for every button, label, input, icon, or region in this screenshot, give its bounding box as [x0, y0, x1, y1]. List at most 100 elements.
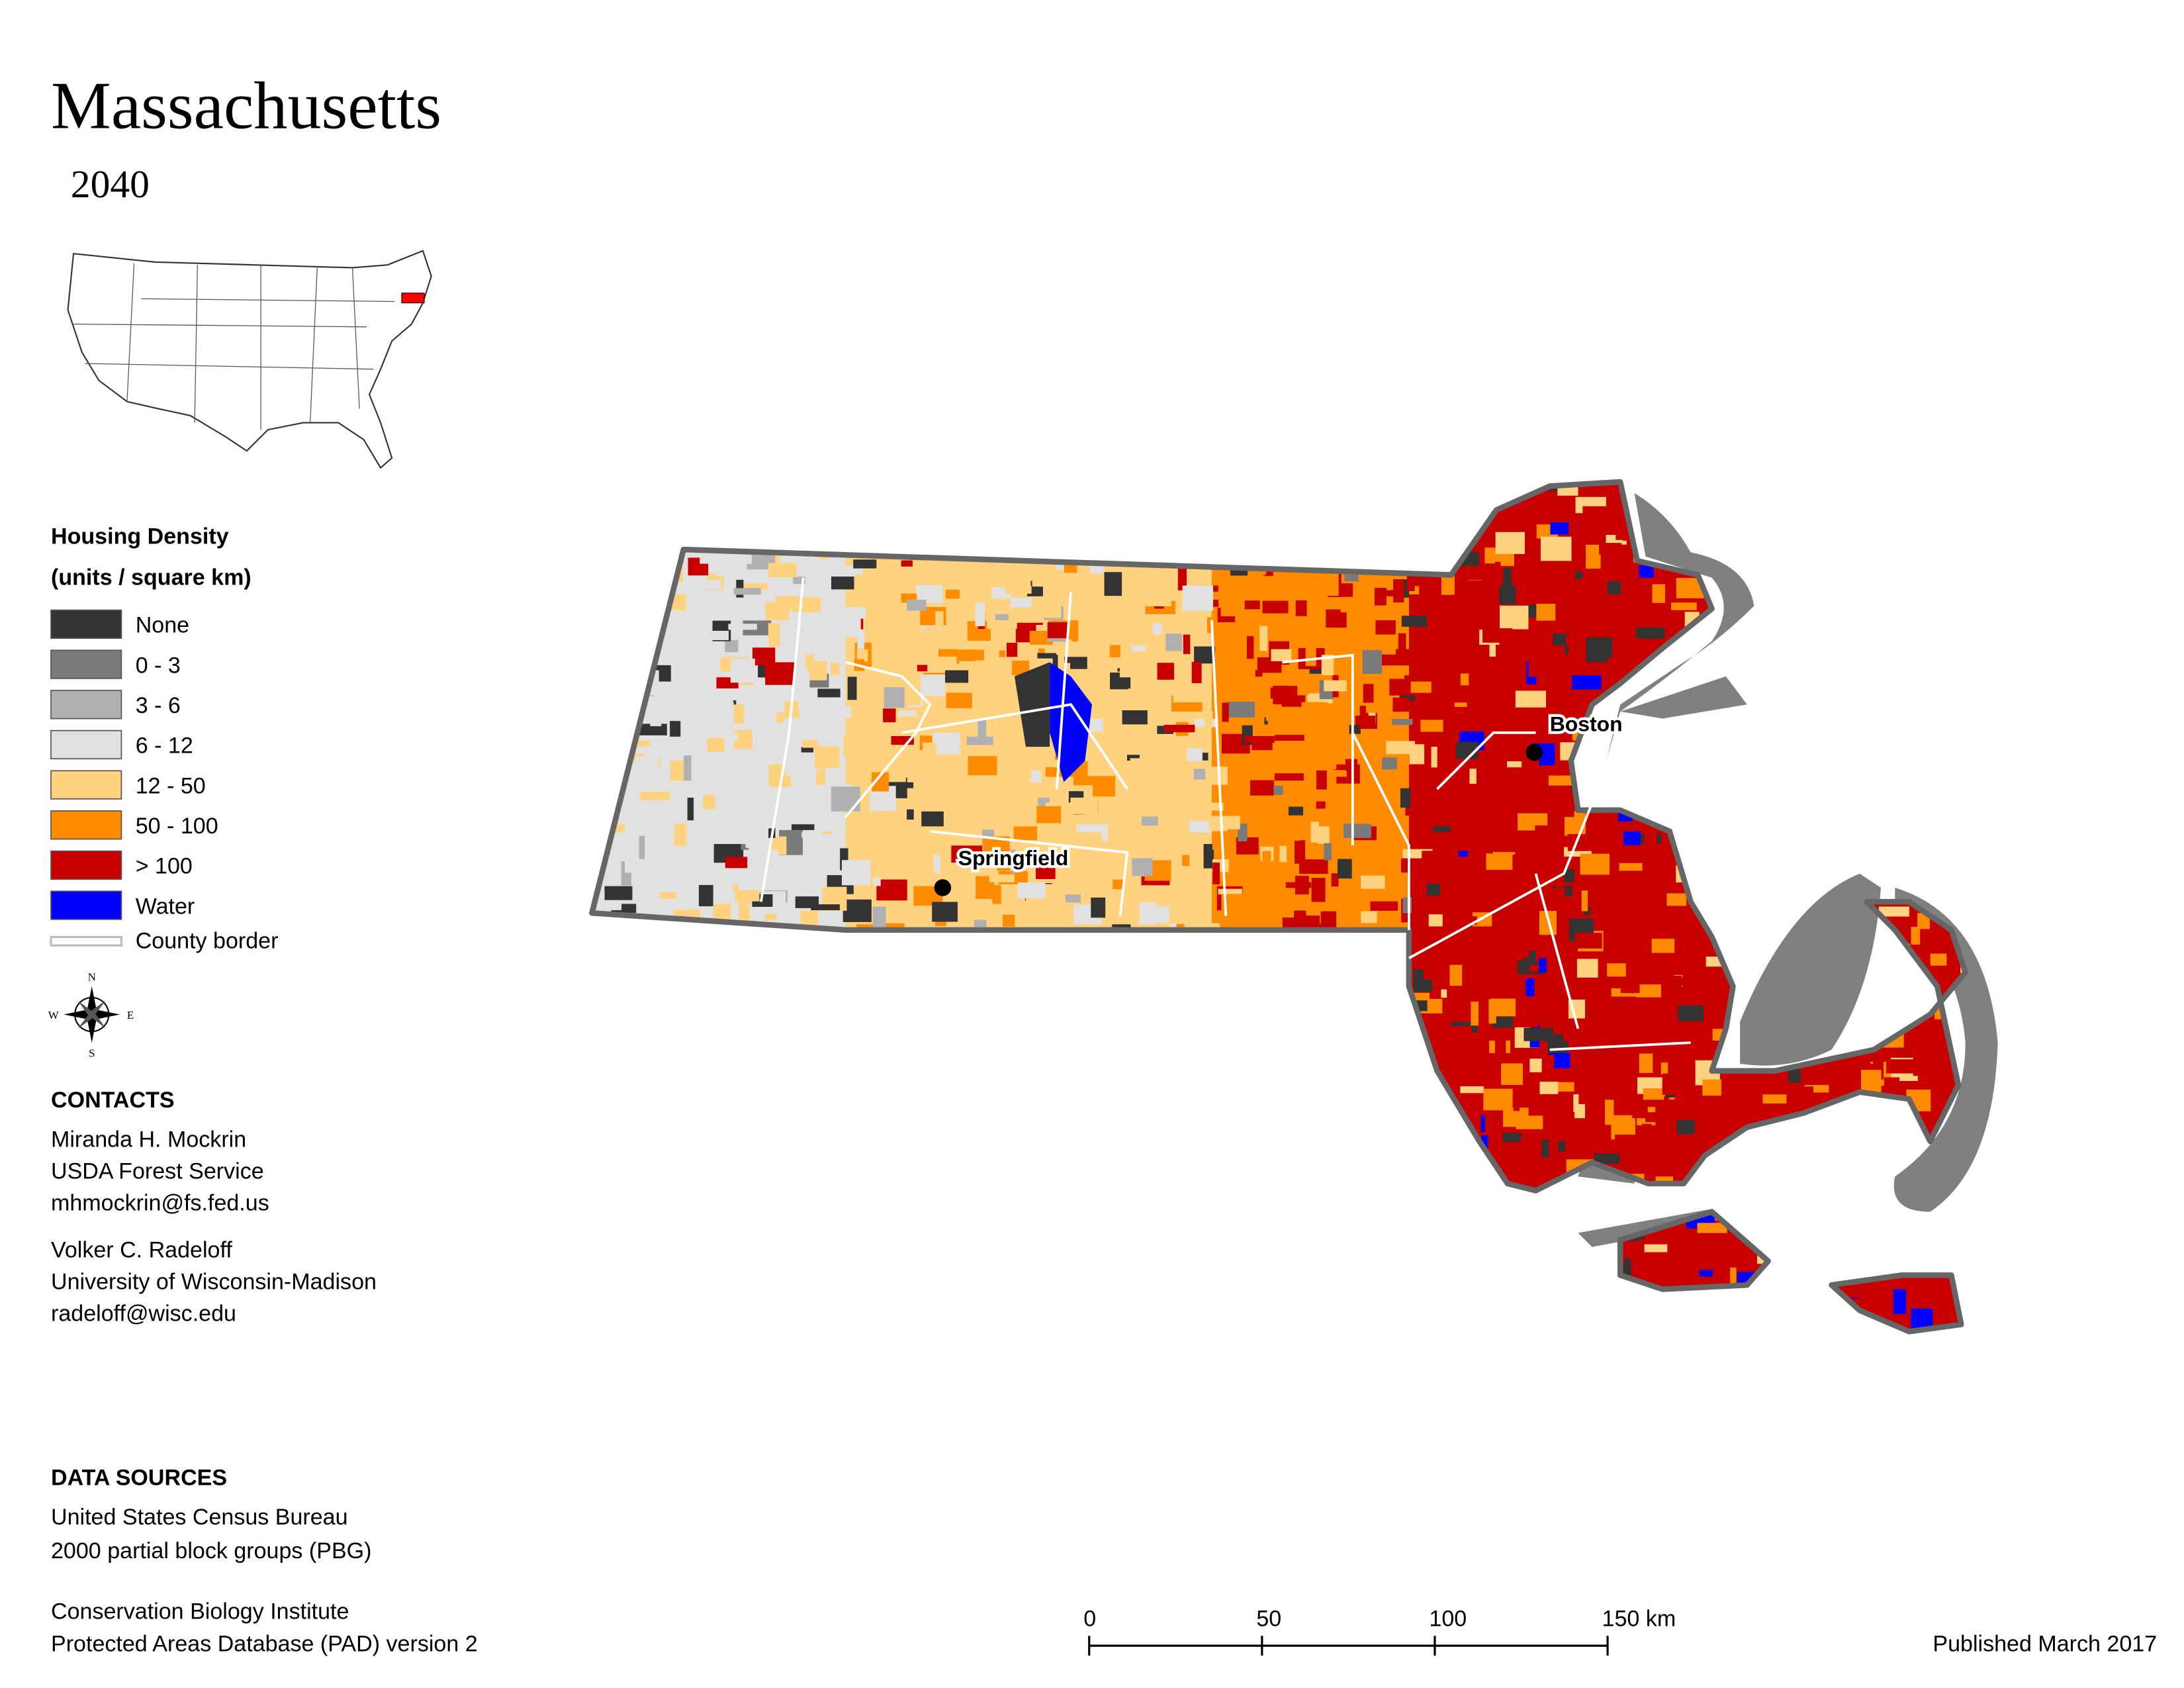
land-patch: [1567, 1193, 1596, 1201]
land-patch: [1503, 1339, 1515, 1361]
land-patch: [791, 824, 815, 830]
land-patch: [765, 662, 795, 685]
land-patch: [960, 649, 976, 661]
land-patch: [1718, 894, 1739, 918]
land-patch: [1110, 1048, 1128, 1060]
land-patch: [1801, 616, 1813, 633]
land-patch: [1094, 1329, 1125, 1332]
legend-label: 3 - 6: [136, 693, 181, 718]
land-patch: [1329, 500, 1339, 509]
land-patch: [1584, 1306, 1605, 1324]
land-patch: [707, 1217, 731, 1227]
land-patch: [1601, 769, 1629, 775]
land-patch: [1823, 1246, 1845, 1270]
land-patch: [1158, 481, 1166, 496]
land-patch: [1149, 481, 1159, 490]
land-patch: [1058, 1246, 1085, 1254]
land-patch: [1295, 1117, 1326, 1141]
land-patch: [1659, 1097, 1677, 1104]
land-patch: [1887, 512, 1912, 528]
land-patch: [1654, 737, 1677, 748]
land-patch: [1355, 716, 1376, 726]
land-patch: [725, 1284, 748, 1303]
land-patch: [1289, 1074, 1319, 1088]
land-patch: [1553, 1286, 1567, 1309]
land-patch: [1036, 862, 1056, 880]
land-patch: [1954, 841, 1965, 866]
land-patch: [1858, 556, 1870, 582]
land-patch: [1113, 879, 1124, 890]
land-patch: [1733, 518, 1751, 535]
land-patch: [1014, 1128, 1022, 1153]
land-patch: [592, 1307, 600, 1332]
land-patch: [1823, 534, 1851, 551]
land-patch: [1368, 939, 1383, 961]
land-patch: [1886, 1059, 1917, 1074]
land-patch: [1250, 780, 1275, 796]
land-patch: [1758, 909, 1770, 919]
land-patch: [1173, 1060, 1199, 1074]
land-patch: [1300, 1271, 1312, 1281]
land-patch: [618, 1008, 639, 1018]
land-patch: [1893, 1289, 1906, 1314]
land-patch: [1573, 571, 1583, 579]
land-patch: [716, 503, 725, 511]
land-patch: [645, 879, 662, 904]
land-patch: [1153, 959, 1165, 977]
land-patch: [657, 1105, 671, 1127]
land-patch: [927, 1053, 947, 1061]
land-patch: [1331, 1150, 1342, 1172]
land-patch: [698, 630, 729, 640]
land-patch: [1868, 1020, 1895, 1037]
land-patch: [1735, 840, 1750, 861]
land-patch: [782, 1286, 809, 1301]
land-patch: [664, 624, 684, 649]
land-patch: [1905, 1113, 1915, 1127]
land-patch: [1375, 620, 1396, 635]
land-patch: [1288, 806, 1304, 816]
land-patch: [1354, 1124, 1385, 1143]
land-patch: [1439, 1139, 1466, 1147]
land-patch: [1449, 964, 1463, 990]
land-patch: [1850, 833, 1862, 859]
land-patch: [742, 1002, 766, 1015]
land-patch: [839, 935, 847, 941]
land-patch: [1461, 819, 1468, 836]
land-patch: [1786, 899, 1805, 917]
land-patch: [592, 743, 602, 753]
land-patch: [1326, 609, 1347, 628]
land-patch: [1600, 571, 1614, 579]
land-patch: [1554, 1261, 1569, 1273]
land-patch: [1463, 1160, 1477, 1178]
land-patch: [1308, 1090, 1335, 1106]
land-patch: [1721, 847, 1728, 869]
land-patch: [1213, 1199, 1240, 1215]
land-patch: [1835, 1199, 1846, 1221]
land-patch: [1475, 610, 1494, 624]
city-dot: [934, 879, 952, 896]
land-patch: [965, 1163, 988, 1187]
land-patch: [908, 1201, 932, 1211]
land-patch: [982, 991, 1001, 1000]
land-patch: [887, 1129, 907, 1137]
land-patch: [1363, 991, 1370, 1000]
land-patch: [1222, 1226, 1245, 1244]
land-patch: [1962, 888, 1966, 905]
land-patch: [1075, 571, 1086, 582]
land-patch: [795, 671, 810, 694]
land-patch: [619, 1178, 637, 1198]
land-patch: [931, 984, 946, 997]
land-patch: [1539, 958, 1547, 973]
land-patch: [1788, 1266, 1805, 1281]
land-patch: [1870, 780, 1901, 790]
land-patch: [1120, 1313, 1130, 1331]
land-patch: [1768, 782, 1774, 790]
land-patch: [708, 1249, 721, 1272]
land-patch: [1539, 1082, 1559, 1094]
land-patch: [1401, 616, 1427, 627]
land-patch: [592, 1000, 621, 1010]
land-patch: [1065, 534, 1091, 557]
land-patch: [1663, 724, 1686, 748]
land-patch: [1382, 757, 1397, 770]
land-patch: [1326, 1225, 1343, 1241]
